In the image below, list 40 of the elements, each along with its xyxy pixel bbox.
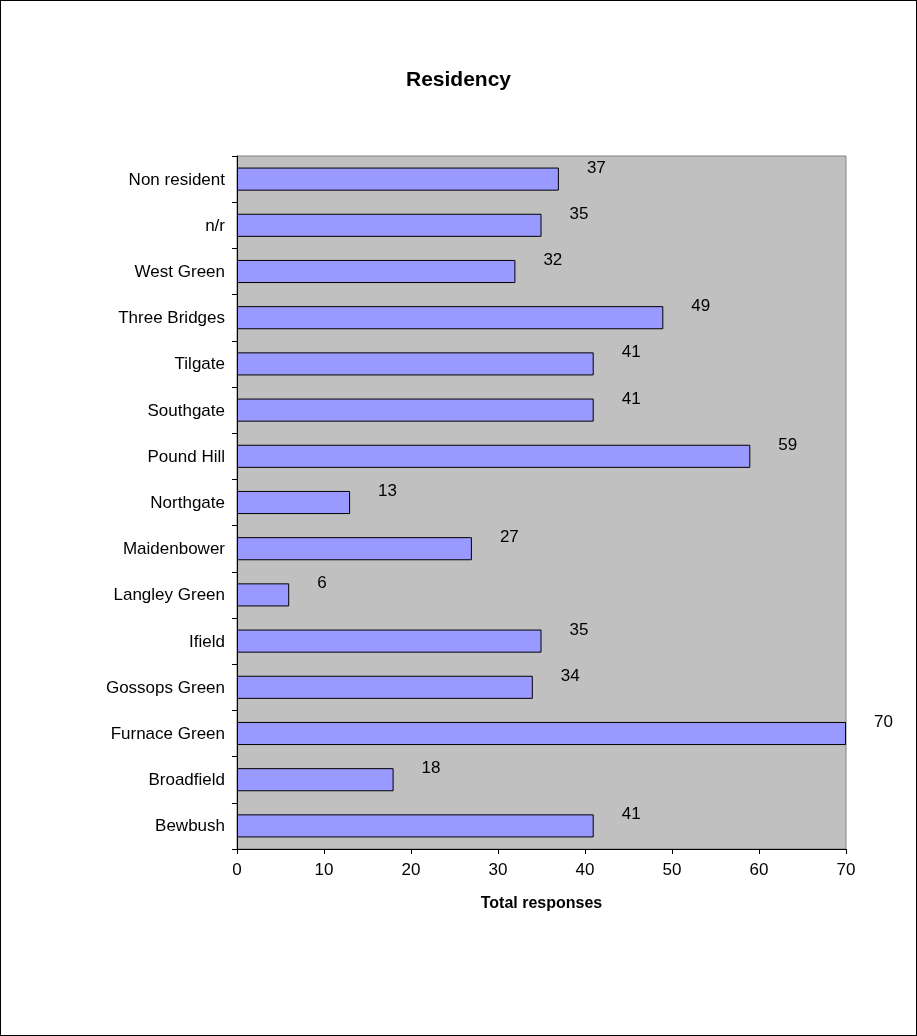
y-tick-label: Langley Green [113,585,225,605]
data-label: 6 [317,573,327,593]
y-tick-label: Three Bridges [118,308,225,328]
data-label: 18 [421,758,441,778]
y-tick-label: Maidenbower [122,539,226,559]
x-tick-label: 70 [836,860,856,879]
y-tick-label: Tilgate [174,354,225,374]
y-tick-label: Non resident [128,169,226,189]
x-tick-label: 40 [575,860,595,879]
data-label: 41 [621,388,641,408]
y-tick-label: Pound Hill [147,446,225,466]
chart-title: Residency [405,67,512,90]
data-label: 49 [691,296,711,316]
x-tick-label: 50 [662,860,682,879]
y-tick-label: West Green [134,262,225,281]
data-label: 41 [621,342,641,362]
data-label: 27 [499,527,519,547]
x-tick-label: 30 [488,860,508,879]
y-tick-label: Bewbush [155,816,225,836]
data-label: 32 [543,250,563,269]
y-tick-label: Southgate [147,400,225,420]
data-label: 35 [569,619,589,639]
data-label: 41 [621,804,641,824]
y-tick-label: Northgate [150,493,225,512]
x-tick-label: 20 [401,860,421,879]
x-tick-label: 0 [232,860,242,879]
data-label: 70 [874,712,893,731]
y-tick-label: n/r [205,215,226,235]
y-tick-label: Furnace Green [110,724,225,743]
x-axis-title: Total responses [480,893,603,911]
data-label: 37 [586,157,606,177]
y-tick-label: Broadfield [148,770,225,790]
x-tick-label: 60 [749,860,769,879]
data-label: 59 [778,434,798,454]
data-label: 13 [378,481,398,500]
data-label: 35 [569,203,589,223]
data-label: 34 [560,665,580,685]
x-tick-label: 10 [314,860,334,879]
y-tick-label: Gossops Green [105,677,225,697]
y-tick-label: Ifield [189,631,225,651]
